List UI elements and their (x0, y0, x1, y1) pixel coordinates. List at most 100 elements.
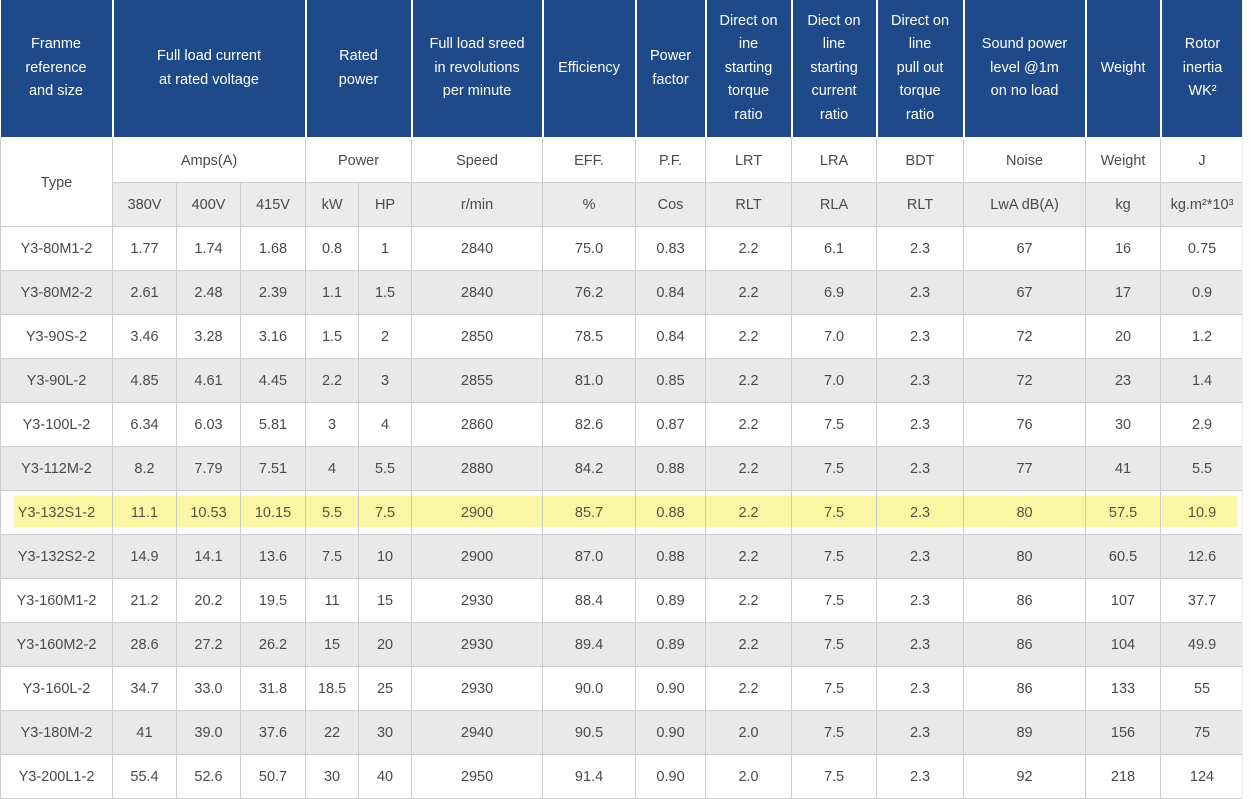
data-cell: 90.5 (542, 710, 637, 755)
data-cell: 0.90 (635, 710, 707, 755)
data-cell: 84.2 (542, 446, 637, 491)
data-cell: 2930 (411, 666, 544, 711)
data-cell: 21.2 (112, 578, 177, 623)
col-header-starting-torque-ratio: Direct on ine starting torque ratio (704, 0, 793, 139)
data-cell: 2.3 (876, 490, 965, 535)
table-row: Y3-80M1-2 1.77 1.74 1.68 0.8 1 2840 75.0 0.83 2.2… (0, 226, 1245, 271)
data-cell: 0.8 (305, 226, 360, 271)
data-cell: 55.4 (112, 754, 177, 799)
data-cell: 2.2 (705, 490, 793, 535)
unit-rmin: r/min (411, 182, 544, 227)
data-cell: 2.2 (705, 578, 793, 623)
data-cell: 156 (1085, 710, 1162, 755)
data-cell: 2.2 (705, 446, 793, 491)
data-cell: 7.5 (791, 622, 878, 667)
data-cell: 25 (358, 666, 413, 711)
data-cell: 2.3 (876, 226, 965, 271)
data-cell: 67 (963, 226, 1087, 271)
header-group-row: Franme reference and size Full load curr… (0, 0, 1244, 139)
data-cell: 1.1 (305, 270, 360, 315)
table-row: Y3-160M2-2 28.6 27.2 26.2 15 20 2930 89.4 0.89 2.… (0, 622, 1245, 667)
data-cell: 7.5 (791, 534, 878, 579)
data-cell: 1 (358, 226, 413, 271)
data-cell: 2.3 (876, 314, 965, 359)
table-row: Y3-200L1-2 55.4 52.6 50.7 30 40 2950 91.4 0.90 2.… (0, 754, 1245, 799)
table-row: Y3-180M-2 41 39.0 37.6 22 30 2940 90.5 0.90 2.0 7.… (0, 710, 1245, 755)
data-cell: 75 (1160, 710, 1245, 755)
subheader-bdt: BDT (876, 137, 965, 183)
data-cell: 85.7 (542, 490, 637, 535)
data-cell: 89.4 (542, 622, 637, 667)
table-row: Y3-160M1-2 21.2 20.2 19.5 11 15 2930 88.4 0.89 2.… (0, 578, 1245, 623)
data-cell: 2.9 (1160, 402, 1245, 447)
row-type-cell: Y3-160M1-2 (0, 578, 113, 623)
data-cell: 0.83 (635, 226, 707, 271)
data-cell: 2840 (411, 226, 544, 271)
data-cell: 4.61 (176, 358, 241, 403)
scrollbar-track[interactable] (1242, 0, 1251, 799)
data-cell: 7.51 (239, 446, 307, 491)
row-type-cell: Y3-132S1-2 (0, 490, 113, 535)
table-row: Y3-132S1-2 11.1 10.53 10.15 5.5 7.5 2900 85.7 0.… (0, 490, 1245, 535)
data-cell: 0.88 (635, 490, 707, 535)
data-cell: 2.3 (876, 446, 965, 491)
col-header-efficiency: Efficiency (541, 0, 637, 139)
subheader-type: Type (0, 137, 113, 227)
subheader-amps: Amps(A) (111, 137, 307, 183)
unit-rla: RLA (791, 182, 878, 227)
data-cell: 218 (1085, 754, 1162, 799)
row-type-cell: Y3-160M2-2 (0, 622, 113, 667)
data-cell: 86 (963, 578, 1087, 623)
data-cell: 0.90 (635, 754, 707, 799)
subheader-lra: LRA (791, 137, 878, 183)
row-type-cell: Y3-112M-2 (0, 446, 113, 491)
data-cell: 2.0 (705, 710, 793, 755)
data-cell: 2 (358, 314, 413, 359)
data-cell: 2930 (411, 578, 544, 623)
data-cell: 41 (112, 710, 177, 755)
data-cell: 10 (358, 534, 413, 579)
data-cell: 55 (1160, 666, 1245, 711)
data-cell: 20 (1085, 314, 1162, 359)
table-header: Franme reference and size Full load curr… (0, 0, 1245, 227)
data-cell: 2.3 (876, 622, 965, 667)
data-cell: 4 (305, 446, 360, 491)
data-cell: 4 (358, 402, 413, 447)
data-cell: 33.0 (176, 666, 241, 711)
col-header-full-load-current: Full load current at rated voltage (111, 0, 307, 139)
data-cell: 0.89 (635, 578, 707, 623)
table-row: Y3-160L-2 34.7 33.0 31.8 18.5 25 2930 90.0 0.90 2… (0, 666, 1245, 711)
data-cell: 6.1 (791, 226, 878, 271)
data-cell: 2.2 (705, 314, 793, 359)
data-cell: 2850 (411, 314, 544, 359)
data-cell: 2930 (411, 622, 544, 667)
data-cell: 107 (1085, 578, 1162, 623)
data-cell: 2880 (411, 446, 544, 491)
data-cell: 1.68 (239, 226, 307, 271)
data-cell: 77 (963, 446, 1087, 491)
col-header-sound-power-level: Sound power level @1m on no load (962, 0, 1087, 139)
data-cell: 0.84 (635, 270, 707, 315)
data-cell: 2.0 (705, 754, 793, 799)
data-cell: 11.1 (112, 490, 177, 535)
data-cell: 1.2 (1160, 314, 1245, 359)
data-cell: 10.9 (1160, 490, 1245, 535)
data-cell: 1.77 (112, 226, 177, 271)
data-cell: 1.74 (176, 226, 241, 271)
data-cell: 26.2 (239, 622, 307, 667)
data-cell: 2.48 (176, 270, 241, 315)
row-type-cell: Y3-90S-2 (0, 314, 113, 359)
data-cell: 0.88 (635, 446, 707, 491)
data-cell: 37.7 (1160, 578, 1245, 623)
data-cell: 2.3 (876, 578, 965, 623)
table-row: Y3-90S-2 3.46 3.28 3.16 1.5 2 2850 78.5 0.84 2.2 7… (0, 314, 1245, 359)
col-header-rotor-inertia: Rotor inertia WK² (1159, 0, 1244, 139)
subheader-row-2: 380V 400V 415V kW HP r/min % Cos RLT RLA… (1, 182, 1245, 227)
data-cell: 91.4 (542, 754, 637, 799)
data-cell: 2940 (411, 710, 544, 755)
row-type-cell: Y3-180M-2 (0, 710, 113, 755)
data-cell: 0.89 (635, 622, 707, 667)
data-cell: 92 (963, 754, 1087, 799)
data-cell: 12.6 (1160, 534, 1245, 579)
data-cell: 7.5 (791, 710, 878, 755)
